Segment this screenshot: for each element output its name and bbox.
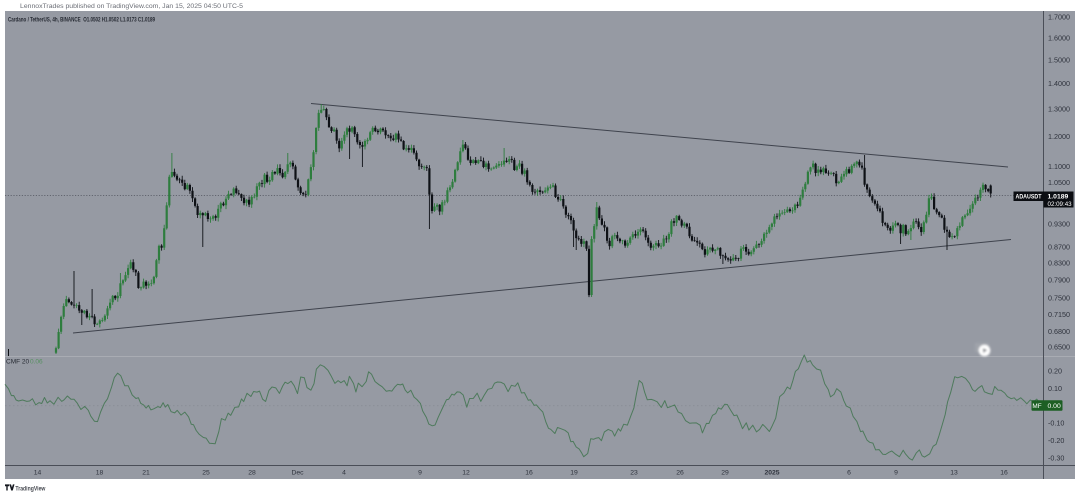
svg-text:1.6000: 1.6000 <box>1048 33 1070 42</box>
svg-text:Cardano / TetherUS, 4h, BINANC: Cardano / TetherUS, 4h, BINANCE O1.0502 … <box>8 16 155 23</box>
svg-text:18: 18 <box>96 470 104 477</box>
svg-text:1.7000: 1.7000 <box>1048 13 1070 22</box>
svg-text:26: 26 <box>676 470 684 477</box>
svg-text:16: 16 <box>1000 470 1008 477</box>
svg-text:19: 19 <box>570 470 578 477</box>
svg-text:21: 21 <box>142 470 150 477</box>
svg-text:0.20: 0.20 <box>1048 367 1062 376</box>
svg-text:0.10: 0.10 <box>1048 384 1062 393</box>
svg-text:23: 23 <box>630 470 638 477</box>
svg-text:-0.10: -0.10 <box>1048 419 1064 428</box>
svg-text:-0.20: -0.20 <box>1048 436 1064 445</box>
svg-text:0.9300: 0.9300 <box>1048 220 1070 229</box>
svg-text:0.6500: 0.6500 <box>1048 343 1070 352</box>
svg-text:0.06: 0.06 <box>30 359 43 366</box>
svg-text:9: 9 <box>418 470 422 477</box>
svg-text:0.8700: 0.8700 <box>1048 242 1070 251</box>
svg-text:1.2000: 1.2000 <box>1048 132 1070 141</box>
svg-text:0.8300: 0.8300 <box>1048 259 1070 268</box>
svg-text:0.7500: 0.7500 <box>1048 293 1070 302</box>
svg-text:25: 25 <box>202 470 210 477</box>
svg-text:TradingView: TradingView <box>15 485 45 492</box>
svg-text:ADAUSDT: ADAUSDT <box>1016 194 1042 201</box>
svg-text:12: 12 <box>462 470 470 477</box>
svg-text:0.7900: 0.7900 <box>1048 276 1070 285</box>
svg-text:0.7150: 0.7150 <box>1048 310 1070 319</box>
svg-text:13: 13 <box>950 470 958 477</box>
svg-text:1.4000: 1.4000 <box>1048 79 1070 88</box>
svg-text:LennoxTrades published on Trad: LennoxTrades published on TradingView.co… <box>20 3 243 10</box>
svg-text:28: 28 <box>248 470 256 477</box>
svg-text:CMF 20: CMF 20 <box>6 359 30 366</box>
svg-text:MF: MF <box>1032 403 1041 410</box>
svg-text:29: 29 <box>721 470 729 477</box>
svg-text:4: 4 <box>342 470 346 477</box>
svg-text:9: 9 <box>894 470 898 477</box>
svg-text:1.5000: 1.5000 <box>1048 56 1070 65</box>
svg-text:1.0500: 1.0500 <box>1048 178 1070 187</box>
svg-text:Dec: Dec <box>291 470 304 477</box>
svg-text:1.1000: 1.1000 <box>1048 162 1070 171</box>
svg-text:6: 6 <box>847 470 851 477</box>
svg-text:0.00: 0.00 <box>1048 403 1061 410</box>
svg-text:16: 16 <box>525 470 533 477</box>
svg-text:-0.30: -0.30 <box>1048 454 1064 463</box>
svg-text:14: 14 <box>34 470 42 477</box>
svg-text:2025: 2025 <box>764 470 779 477</box>
svg-text:1.3000: 1.3000 <box>1048 105 1070 114</box>
svg-text:0.6800: 0.6800 <box>1048 327 1070 336</box>
svg-text:02:09:43: 02:09:43 <box>1048 201 1073 208</box>
svg-text:1.0189: 1.0189 <box>1048 194 1069 201</box>
